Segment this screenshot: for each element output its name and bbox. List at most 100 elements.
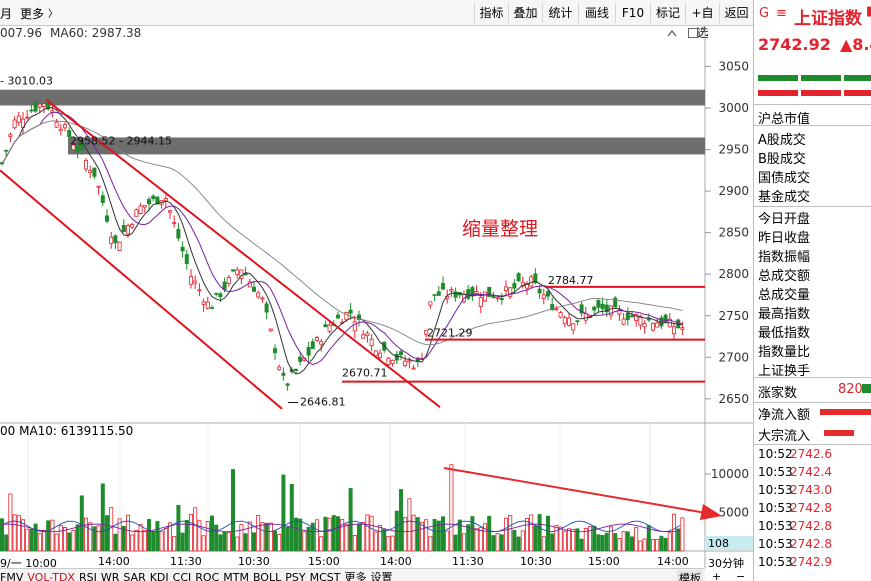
volume-bar [537, 514, 542, 552]
volume-bar [461, 533, 466, 552]
quote-panel: G ≡ 上证指数 ■ 2742.92 ▲8.4 沪总市值 A股成交 B股成交国债成交… [753, 0, 871, 581]
price-tick-2800: 2800 [718, 267, 749, 281]
volume-bar [0, 518, 4, 552]
zoom-out-button[interactable]: − [736, 570, 746, 581]
indicator-tab-7[interactable]: ROC [195, 571, 220, 581]
price-tick-2750: 2750 [718, 309, 749, 323]
volume-bar [613, 533, 618, 552]
candle-body [659, 317, 664, 327]
volume-bar [33, 523, 38, 552]
candle-body [222, 281, 227, 290]
tick-value-3: 2742.8 [790, 501, 832, 515]
time-label-4: 15:00 [308, 555, 340, 568]
volume-bar [335, 516, 340, 552]
volume-bar [575, 528, 580, 552]
volume-bar [571, 529, 576, 552]
candle-body [335, 314, 340, 319]
stat-label-5: 今日开盘 [758, 212, 811, 227]
volume-bar [92, 526, 97, 552]
index-name: 上证指数 [794, 9, 862, 29]
volume-bar [529, 514, 534, 552]
candle-body [310, 341, 315, 349]
maximize-icon[interactable] [688, 28, 698, 38]
toolbar-button-2[interactable]: 统计 [542, 3, 578, 23]
indicator-tab-2[interactable]: RSI [78, 571, 97, 581]
volume-bar [310, 522, 315, 552]
tick-value-6: 2742.9 [790, 555, 832, 569]
candle-body [558, 312, 563, 318]
volume-bar [407, 498, 412, 552]
toolbar-button-0[interactable]: 指标 [474, 3, 508, 23]
template-button[interactable]: 模板 [677, 570, 703, 581]
stat-label-7: 指数振幅 [758, 250, 811, 265]
volume-bar [302, 531, 307, 552]
toolbar-button-5[interactable]: 标记 [650, 3, 685, 23]
candle-body [579, 304, 584, 314]
volume-bar [630, 536, 635, 552]
indicator-tab-12[interactable]: 更多 [344, 571, 367, 581]
volume-bar [356, 523, 361, 552]
candle-body [491, 296, 496, 299]
indicator-tab-9[interactable]: BOLL [252, 571, 282, 581]
net-inflow-label: 净流入额 [758, 408, 811, 423]
candle-body [117, 241, 122, 251]
candle-body [264, 303, 269, 313]
indicator-tab-13[interactable]: 设置 [370, 571, 393, 581]
stat-label-3: 国债成交 [758, 171, 811, 186]
time-label-0: 9/一 10:00 [0, 557, 57, 570]
ma10-line [1, 111, 683, 366]
indicator-tab-10[interactable]: PSY [285, 571, 306, 581]
candle-body [382, 341, 387, 351]
toolbar-button-3[interactable]: 画线 [578, 3, 615, 23]
toolbar-button-1[interactable]: 叠加 [508, 3, 542, 23]
menu-icon[interactable]: ≡ [776, 6, 787, 21]
volume-bar [567, 528, 572, 552]
indicator-tab-1[interactable]: VOL-TDX [27, 571, 75, 581]
volume-bar [272, 530, 277, 552]
more-chevron-icon[interactable]: 〉 [48, 9, 58, 20]
ma5-line [1, 107, 683, 375]
candle-body [75, 145, 80, 152]
collapse-icon[interactable] [667, 28, 677, 38]
volume-bar [327, 517, 332, 552]
candle-body [541, 294, 546, 299]
volume-bar [445, 530, 450, 552]
candle-body [214, 292, 219, 295]
indicator-tab-11[interactable]: MCST [309, 571, 341, 581]
candle-body [25, 116, 30, 119]
stat-label-9: 总成交量 [758, 288, 811, 303]
candle-body [281, 372, 286, 376]
candle-body [105, 215, 110, 222]
volume-bar [365, 514, 370, 552]
candle-body [499, 298, 504, 301]
candle-body [672, 326, 677, 335]
volume-bar [583, 528, 588, 552]
volume-bar [8, 493, 13, 552]
volume-bar [264, 522, 269, 552]
toolbar-button-7[interactable]: 返回 [719, 3, 753, 23]
more-menu[interactable]: 更多 [20, 7, 45, 21]
indicator-tab-5[interactable]: KDJ [149, 571, 169, 581]
zoom-in-button[interactable]: + [712, 570, 722, 581]
candle-body [554, 308, 559, 311]
breadth-bar-red-2 [801, 90, 841, 96]
candle-body [121, 225, 126, 232]
candle-body [230, 269, 235, 272]
period-select[interactable]: 30分钟 [708, 557, 744, 570]
indicator-tab-6[interactable]: CCI [172, 571, 192, 581]
candle-body [562, 317, 567, 325]
kline-chart[interactable]: 3050 3000 2950 2900 2850 2800 2750 2700 2650 1000… [0, 0, 753, 568]
candle-body [638, 315, 643, 326]
indicator-tab-4[interactable]: SAR [123, 571, 146, 581]
indicator-tab-8[interactable]: MTM [223, 571, 249, 581]
volume-bar [239, 524, 244, 552]
volume-bar [134, 530, 139, 552]
time-label-2: 11:30 [170, 555, 202, 568]
indicator-tab-0[interactable]: FMV [0, 571, 24, 581]
indicator-tab-3[interactable]: WR [100, 571, 120, 581]
candle-body [398, 351, 403, 356]
toolbar-button-4[interactable]: F10 [615, 3, 650, 23]
volume-bar [63, 527, 68, 552]
zone-3010 [0, 89, 705, 106]
volume-bar [516, 536, 521, 552]
